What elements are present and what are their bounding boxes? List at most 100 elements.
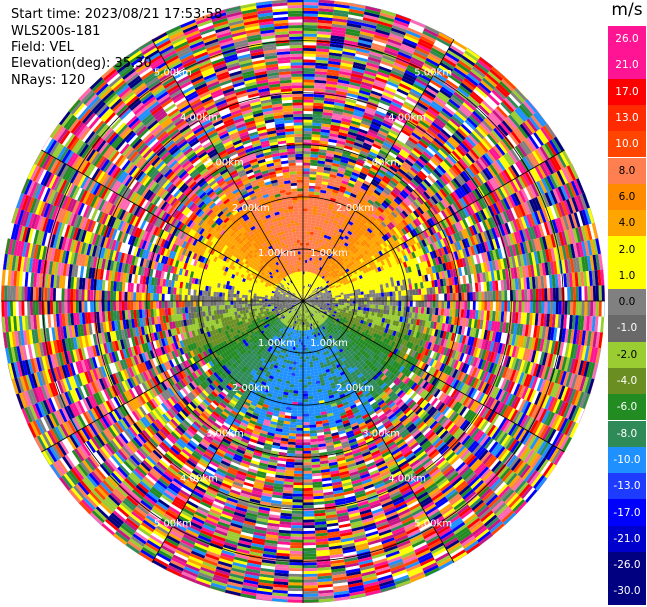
radial-bin xyxy=(492,301,496,312)
radial-bin xyxy=(303,27,318,32)
radial-bin xyxy=(325,264,329,268)
radial-bin xyxy=(306,262,309,266)
radial-bin xyxy=(334,202,341,207)
radial-bin xyxy=(538,301,542,314)
radial-bin xyxy=(475,291,479,301)
radial-bin xyxy=(388,286,393,292)
radial-bin xyxy=(397,85,411,94)
radial-bin xyxy=(512,301,516,313)
radial-bin xyxy=(392,160,402,169)
radial-bin xyxy=(303,294,305,298)
radial-bin xyxy=(350,205,357,211)
radial-bin xyxy=(467,47,481,57)
radial-bin xyxy=(426,287,430,295)
radial-bin xyxy=(316,262,320,266)
radial-bin xyxy=(389,148,399,156)
radial-bin xyxy=(420,307,425,314)
radial-bin xyxy=(446,49,462,60)
radial-bin xyxy=(303,228,307,232)
radial-bin xyxy=(334,226,340,232)
radial-bin xyxy=(363,11,380,18)
radial-bin xyxy=(342,177,350,183)
radial-bin xyxy=(415,295,419,301)
radial-bin xyxy=(351,190,359,196)
radial-bin xyxy=(370,205,378,212)
radial-bin xyxy=(404,158,414,167)
radial-bin xyxy=(323,270,328,274)
radial-bin xyxy=(375,76,388,84)
radial-bin xyxy=(319,218,325,223)
radial-bin xyxy=(377,195,385,203)
radial-bin xyxy=(564,287,568,301)
radial-bin xyxy=(515,301,519,313)
radial-bin xyxy=(443,54,458,65)
radial-bin xyxy=(356,133,366,140)
radial-bin xyxy=(347,87,360,93)
radial-bin xyxy=(367,297,370,301)
radial-bin xyxy=(426,84,440,94)
radial-bin xyxy=(313,283,317,287)
radial-bin xyxy=(316,272,320,276)
radial-bin xyxy=(359,33,374,40)
radial-bin xyxy=(378,292,382,297)
radial-bin xyxy=(314,191,321,196)
radial-bin xyxy=(389,129,400,137)
radial-bin xyxy=(316,169,324,173)
radial-bin xyxy=(404,98,417,107)
radial-bin xyxy=(316,166,325,170)
radial-bin xyxy=(401,40,417,49)
radial-bin xyxy=(303,174,310,177)
radial-bin xyxy=(309,240,313,244)
radial-bin xyxy=(376,171,385,178)
radial-bin xyxy=(374,200,382,207)
radial-bin xyxy=(362,19,378,27)
radial-bin xyxy=(303,68,316,72)
radial-bin xyxy=(341,211,348,216)
radial-bin xyxy=(411,85,424,95)
radial-bin xyxy=(350,215,357,221)
radial-bin xyxy=(435,301,439,309)
radial-bin xyxy=(305,277,307,281)
radial-bin xyxy=(427,301,430,308)
radial-bin xyxy=(345,31,360,37)
radial-bin xyxy=(354,106,366,113)
radial-bin xyxy=(364,214,371,221)
radial-bin xyxy=(429,79,443,89)
radial-bin xyxy=(384,296,388,301)
radial-bin xyxy=(322,114,333,119)
radial-bin xyxy=(368,169,377,177)
radial-bin xyxy=(462,52,477,64)
radial-bin xyxy=(303,168,310,172)
radial-bin xyxy=(394,16,411,25)
radial-bin xyxy=(383,175,392,182)
radial-bin xyxy=(307,254,311,258)
radial-bin xyxy=(318,11,334,16)
radial-bin xyxy=(401,77,414,86)
radial-bin xyxy=(416,101,429,111)
radial-bin xyxy=(498,290,502,301)
radial-bin xyxy=(376,23,392,31)
radial-bin xyxy=(515,289,519,301)
radial-bin xyxy=(389,305,393,311)
radial-bin xyxy=(309,234,314,238)
radial-bin xyxy=(447,76,461,87)
radial-bin xyxy=(345,239,351,245)
radial-bin xyxy=(303,159,311,163)
radial-bin xyxy=(376,198,383,205)
radial-bin xyxy=(330,121,341,127)
radial-bin xyxy=(345,166,354,172)
radial-bin xyxy=(489,291,494,301)
radial-bin xyxy=(325,193,332,198)
radial-bin xyxy=(309,257,313,261)
radial-bin xyxy=(316,278,319,282)
radial-bin xyxy=(552,301,557,315)
radial-bin xyxy=(512,289,516,301)
radial-bin xyxy=(412,109,424,118)
radial-bin xyxy=(387,182,396,189)
radial-bin xyxy=(439,88,452,99)
radial-bin xyxy=(317,266,321,270)
radial-bin xyxy=(350,225,356,231)
radial-bin xyxy=(438,32,454,43)
radial-bin xyxy=(393,19,410,28)
radial-bin xyxy=(327,261,331,266)
